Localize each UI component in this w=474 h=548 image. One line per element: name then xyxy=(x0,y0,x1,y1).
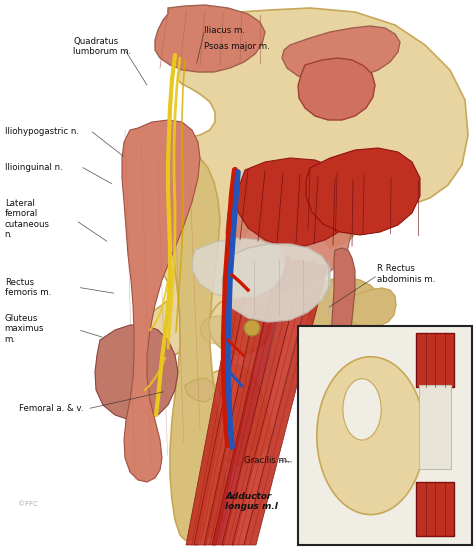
Text: Femoral a. & v.: Femoral a. & v. xyxy=(19,404,83,413)
Polygon shape xyxy=(244,265,328,545)
Text: R Rectus
abdominis m.: R Rectus abdominis m. xyxy=(377,264,435,284)
Text: Ilioinguinal n.: Ilioinguinal n. xyxy=(5,163,63,172)
Ellipse shape xyxy=(201,316,236,344)
Polygon shape xyxy=(308,278,382,340)
Text: Iliohypogastric n.: Iliohypogastric n. xyxy=(5,127,79,136)
Polygon shape xyxy=(122,120,200,482)
Ellipse shape xyxy=(209,296,271,354)
Polygon shape xyxy=(95,325,178,420)
Text: Quadratus
lumborum m.: Quadratus lumborum m. xyxy=(73,37,132,56)
Polygon shape xyxy=(226,168,352,290)
Bar xyxy=(419,385,451,469)
Text: Rectus
femoris m.: Rectus femoris m. xyxy=(5,278,51,298)
Polygon shape xyxy=(166,150,225,540)
Polygon shape xyxy=(282,26,400,82)
Polygon shape xyxy=(320,248,355,545)
Text: Adductor
longus m.l: Adductor longus m.l xyxy=(225,492,278,511)
Text: Iliacus m.: Iliacus m. xyxy=(204,26,245,35)
Bar xyxy=(416,482,454,536)
Polygon shape xyxy=(222,260,304,545)
Ellipse shape xyxy=(317,357,425,515)
Ellipse shape xyxy=(244,320,260,336)
Ellipse shape xyxy=(343,379,381,440)
Polygon shape xyxy=(344,288,396,327)
Polygon shape xyxy=(298,58,375,120)
Text: Lateral
femoral
cutaneous
n.: Lateral femoral cutaneous n. xyxy=(5,199,50,239)
Polygon shape xyxy=(212,257,291,545)
Polygon shape xyxy=(192,238,285,298)
Text: Psoas major m.: Psoas major m. xyxy=(204,42,270,51)
Polygon shape xyxy=(136,8,468,465)
Polygon shape xyxy=(306,148,420,235)
Polygon shape xyxy=(155,5,265,72)
Text: Gluteus
maximus
m.: Gluteus maximus m. xyxy=(5,314,44,344)
Polygon shape xyxy=(222,244,330,322)
Polygon shape xyxy=(232,262,316,545)
Text: ©FFC: ©FFC xyxy=(18,501,38,507)
Bar xyxy=(298,326,472,545)
Polygon shape xyxy=(186,250,254,545)
Polygon shape xyxy=(204,255,279,545)
Bar xyxy=(416,333,454,387)
Polygon shape xyxy=(236,158,358,246)
Text: Gracilis m.: Gracilis m. xyxy=(244,456,290,465)
Polygon shape xyxy=(194,252,266,545)
Polygon shape xyxy=(185,378,215,402)
Polygon shape xyxy=(323,222,354,248)
